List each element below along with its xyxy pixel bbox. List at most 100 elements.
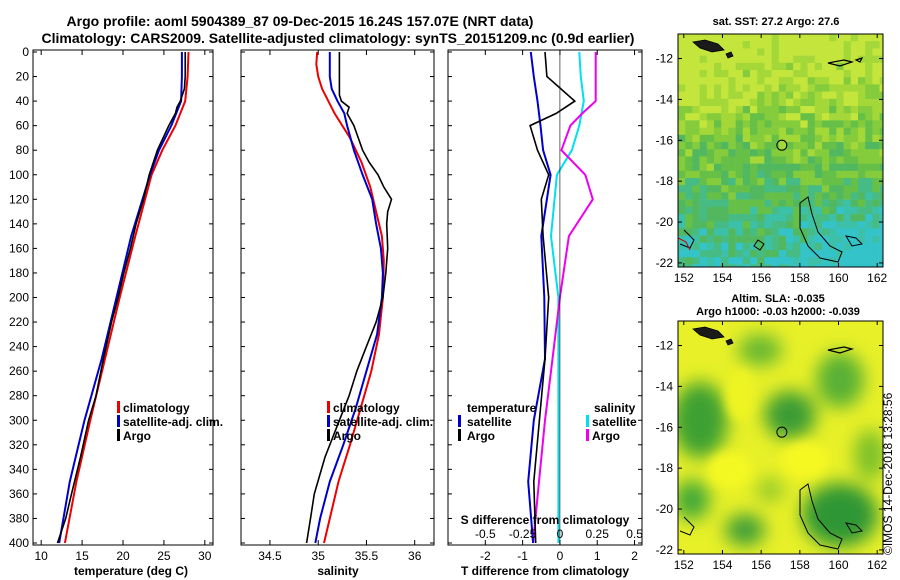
sst-cell — [850, 250, 859, 258]
sst-cell — [699, 163, 708, 172]
sst-cell — [843, 264, 852, 267]
sst-cell — [699, 149, 708, 157]
sst-cell — [714, 34, 722, 42]
sst-cell — [678, 142, 686, 150]
sla-highs — [708, 369, 829, 488]
sst-cell — [814, 84, 823, 92]
sst-cell — [778, 228, 787, 236]
sst-cell — [757, 214, 765, 222]
sst-cell — [807, 214, 816, 222]
sst-cell — [750, 84, 758, 92]
sst-cell — [771, 163, 780, 172]
sst-cell — [843, 206, 852, 215]
sst-cell — [807, 163, 816, 172]
sst-cell — [865, 120, 873, 128]
sst-cell — [807, 84, 816, 92]
sst-cell — [822, 156, 830, 164]
sst-cell — [735, 41, 744, 49]
sst-cell — [843, 84, 852, 92]
sst-cell — [843, 235, 852, 244]
sst-cell — [728, 221, 736, 229]
sst-cell — [850, 221, 859, 229]
sst-cell — [764, 257, 772, 265]
sst-cell — [793, 221, 801, 229]
sst-cell — [778, 185, 787, 193]
sst-cell — [714, 120, 722, 128]
sst-cell — [771, 77, 780, 85]
sst-cell — [706, 84, 715, 92]
sst-cell — [879, 192, 883, 200]
sst-cell — [692, 98, 700, 107]
sst-cell — [678, 127, 686, 136]
sst-cell — [872, 250, 880, 258]
sst-cell — [850, 77, 859, 85]
sla-blob-9 — [756, 478, 784, 502]
sst-cell — [858, 142, 866, 150]
sst-cell — [822, 55, 830, 64]
sst-cell — [829, 62, 837, 71]
sst-cell — [850, 156, 859, 164]
sst-cell — [757, 55, 765, 64]
sst-cell — [800, 70, 808, 78]
map-x-tick-label: 156 — [751, 558, 771, 572]
sst-cell — [714, 199, 722, 208]
sst-cell — [843, 228, 852, 236]
sst-cell — [850, 134, 859, 143]
sst-cell — [829, 235, 837, 244]
depth-tick-label: 40 — [16, 94, 30, 108]
depth-tick-label: 400 — [9, 536, 29, 550]
map-y-tick-label: -22 — [656, 256, 674, 270]
sst-cell — [699, 214, 708, 222]
sst-cell — [714, 163, 722, 172]
sst-cell — [807, 113, 816, 121]
sst-cell — [850, 178, 859, 186]
sst-cell — [879, 48, 883, 56]
sst-cell — [764, 156, 772, 164]
sst-cell — [879, 106, 883, 114]
sst-cell — [872, 48, 880, 56]
temperature-xlabel: temperature (deg C) — [74, 564, 188, 578]
sst-cell — [778, 62, 787, 71]
sst-cell — [721, 170, 729, 179]
legend-swatch-sal-argo — [586, 429, 589, 441]
sst-cell — [685, 199, 693, 208]
sst-cell — [735, 62, 744, 71]
sst-cell — [728, 41, 736, 49]
sst-cell — [728, 62, 736, 71]
sst-cell — [714, 235, 722, 244]
map-x-tick-label: 158 — [790, 558, 810, 572]
sst-reef-contour-2 — [679, 229, 864, 251]
depth-tick-label: 20 — [16, 70, 30, 84]
sst-cell — [822, 113, 830, 121]
sst-cell — [771, 127, 780, 136]
sla-map-frame — [677, 320, 884, 555]
sst-cell — [778, 178, 787, 186]
sst-cell — [757, 199, 765, 208]
sst-cell — [872, 264, 880, 267]
sst-cell — [728, 257, 736, 265]
sst-cell — [706, 156, 715, 164]
sst-cell — [872, 178, 880, 186]
sst-cell — [814, 192, 823, 200]
sst-cell — [829, 192, 837, 200]
sst-cell — [865, 242, 873, 251]
sst-cell — [685, 242, 693, 251]
title-line-2: Climatology: CARS2009. Satellite-adjuste… — [42, 30, 635, 46]
sst-cell — [800, 134, 808, 143]
sst-cell — [829, 185, 837, 193]
sst-cell — [836, 178, 844, 186]
sst-cell — [721, 127, 729, 136]
salinity-climatology-line — [315, 51, 385, 544]
sla-map-ticks: 152 154 156 158 160 162 -12 -14 -16 -18 -20 -22 — [656, 321, 888, 572]
sst-cell — [807, 185, 816, 193]
sst-cell — [865, 250, 873, 258]
sst-cell — [872, 84, 880, 92]
sst-cell — [764, 206, 772, 215]
legend-label-satellite-2: satellite-adj. clim. — [333, 415, 433, 429]
temperature-satellite-diff-line — [527, 51, 552, 544]
sst-cell — [836, 48, 844, 56]
sst-cell — [793, 235, 801, 244]
sst-cell — [778, 142, 787, 150]
sst-cell — [721, 48, 729, 56]
legend-swatch-argo-2 — [327, 429, 330, 441]
